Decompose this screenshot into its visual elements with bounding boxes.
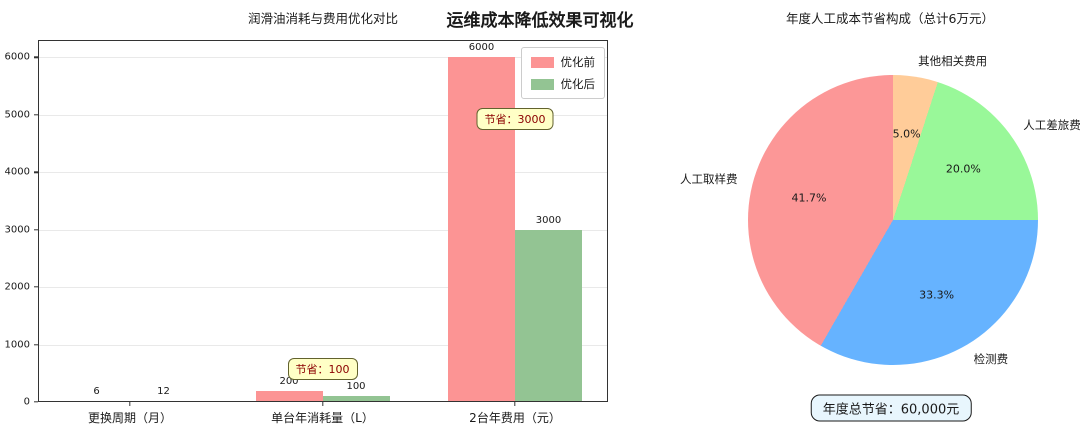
legend-entry-before: 优化前 <box>530 54 596 70</box>
gridline <box>38 229 608 231</box>
savings-annotation: 节省：3000 <box>476 108 554 131</box>
bar-after <box>515 229 582 402</box>
y-tick-mark <box>34 56 38 58</box>
y-tick-mark <box>34 113 38 116</box>
legend-label-after: 优化后 <box>560 77 596 91</box>
bar-after <box>322 396 390 402</box>
y-tick-label: 1000 <box>4 339 30 351</box>
legend-swatch-after <box>530 78 554 90</box>
pie-pct-label: 33.3% <box>919 288 955 302</box>
pie-slice-label: 人工取样费 <box>679 171 738 186</box>
bar-value-label: 12 <box>157 386 170 397</box>
pie-total-annotation: 年度总节省：60,000元 <box>810 394 972 422</box>
bar-before <box>63 401 130 402</box>
pie-pct-label: 5.0% <box>892 127 921 141</box>
bar-value-label: 100 <box>346 381 366 393</box>
x-tick-label: 更换周期（月） <box>87 411 173 425</box>
bar-before <box>255 390 323 402</box>
y-tick-mark <box>34 228 38 231</box>
figure-suptitle: 运维成本降低效果可视化 <box>446 11 634 31</box>
x-tick-label: 单台年消耗量（L） <box>271 411 374 425</box>
pie-circle <box>748 75 1038 365</box>
bar-value-label: 6000 <box>468 42 495 54</box>
gridline <box>38 344 608 346</box>
legend-swatch-before <box>530 56 554 68</box>
x-tick-mark <box>514 402 516 406</box>
x-tick-label: 2台年费用（元） <box>469 411 561 425</box>
y-tick-label: 6000 <box>4 51 30 63</box>
gridline <box>38 57 608 59</box>
bar-value-label: 3000 <box>535 214 562 226</box>
bar-value-label: 6 <box>93 386 100 397</box>
pie-pct-label: 20.0% <box>945 162 981 176</box>
y-tick-mark <box>34 343 38 346</box>
x-tick-mark <box>321 402 324 406</box>
y-tick-label: 0 <box>23 396 30 408</box>
legend-entry-after: 优化后 <box>530 76 596 92</box>
y-tick-label: 3000 <box>4 224 30 236</box>
y-tick-label: 2000 <box>4 281 30 293</box>
y-tick-mark <box>34 286 38 288</box>
gridline <box>38 172 608 174</box>
bar-chart-title: 润滑油消耗与费用优化对比 <box>247 11 399 26</box>
y-tick-mark <box>34 171 38 173</box>
y-tick-label: 4000 <box>4 166 30 178</box>
bar-chart-plot-area: 优化前 优化后 0 1000 2000 3000 4000 5000 6000 更换周期（月）… <box>5 40 608 425</box>
bar-chart-legend: 优化前 优化后 <box>520 47 605 99</box>
y-tick-mark <box>34 401 38 403</box>
pie-slice-label: 检测费 <box>973 352 1009 367</box>
x-tick-mark <box>129 402 131 406</box>
legend-label-before: 优化前 <box>560 55 596 69</box>
savings-annotation: 节省：100 <box>287 358 358 381</box>
pie-chart-title: 年度人工成本节省构成（总计6万元） <box>786 11 994 26</box>
pie-slice-label: 其他相关费用 <box>918 54 988 69</box>
gridline <box>38 114 608 116</box>
pie-pct-label: 41.7% <box>791 191 827 205</box>
bar-after <box>130 401 197 402</box>
pie-slice-label: 人工差旅费 <box>1023 118 1080 133</box>
y-tick-label: 5000 <box>4 109 30 121</box>
gridline <box>38 287 608 289</box>
bar-value-label: 200 <box>279 375 299 387</box>
